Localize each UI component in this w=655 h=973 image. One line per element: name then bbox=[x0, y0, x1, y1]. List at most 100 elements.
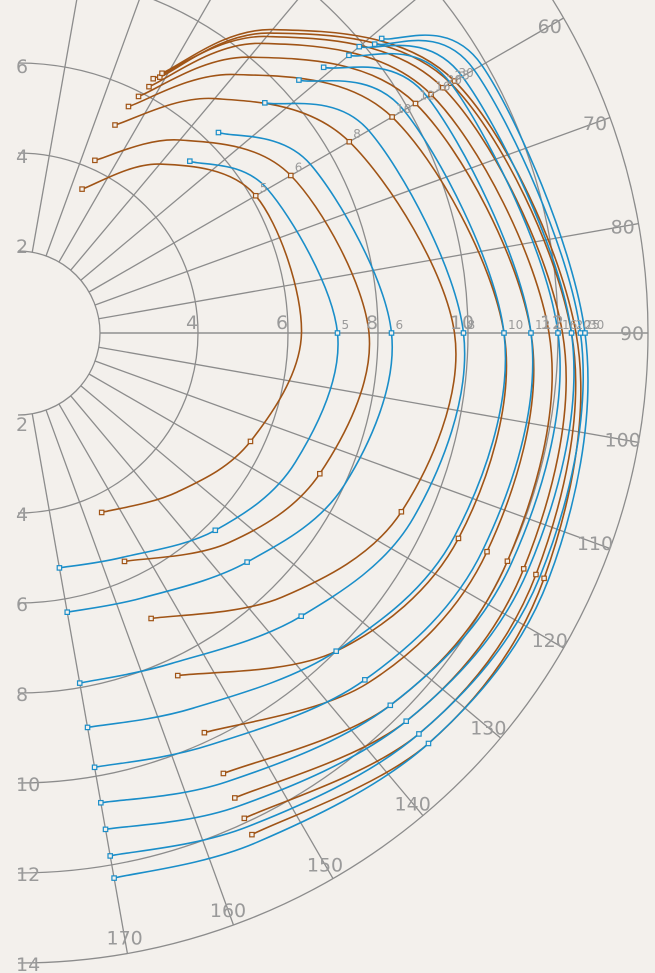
series-curve-16 bbox=[110, 39, 584, 857]
radial-tick-label-inner: 4 bbox=[186, 312, 198, 334]
radial-tick-label-upper: 2 bbox=[16, 236, 28, 258]
series-label: 6 bbox=[295, 161, 303, 175]
series-marker bbox=[135, 93, 142, 100]
series-curve-1 bbox=[94, 139, 371, 563]
series-marker bbox=[241, 815, 248, 822]
series-marker bbox=[212, 527, 219, 534]
series-marker bbox=[320, 64, 327, 71]
series-label: 6 bbox=[396, 318, 404, 332]
series-marker bbox=[356, 43, 363, 50]
series-label: 30 bbox=[458, 66, 473, 80]
series-marker bbox=[187, 158, 193, 164]
series-marker bbox=[159, 70, 165, 77]
series-marker bbox=[121, 558, 128, 565]
radial-tick-label-upper: 4 bbox=[16, 146, 28, 168]
series-marker bbox=[247, 438, 254, 445]
series-marker bbox=[150, 75, 157, 82]
series-marker bbox=[416, 731, 422, 737]
angle-tick-label: 90 bbox=[620, 323, 644, 345]
series-marker bbox=[111, 875, 117, 881]
series-marker bbox=[460, 330, 467, 336]
polar-grid bbox=[17, 0, 649, 964]
spoke-130 bbox=[80, 385, 502, 739]
series-curve-12 bbox=[87, 79, 507, 729]
spoke-60 bbox=[88, 17, 564, 293]
series-curve-14 bbox=[100, 52, 561, 804]
series-marker bbox=[533, 571, 539, 578]
angle-tick-label: 170 bbox=[106, 928, 142, 950]
series-marker bbox=[388, 330, 395, 336]
series-curve-0 bbox=[81, 163, 303, 514]
spoke-40 bbox=[70, 0, 299, 271]
series-marker bbox=[220, 770, 227, 777]
series-label: 10 bbox=[396, 102, 411, 116]
radial-tick-label-lower: 10 bbox=[16, 774, 40, 796]
series-marker bbox=[501, 330, 507, 336]
radial-tick-label-inner: 8 bbox=[366, 312, 378, 334]
series-marker bbox=[76, 680, 83, 686]
series-marker bbox=[428, 91, 434, 98]
series-curve-4 bbox=[138, 56, 535, 734]
angle-tick-label: 160 bbox=[210, 900, 246, 922]
series-marker bbox=[102, 826, 109, 833]
series-label: 20 bbox=[576, 318, 591, 332]
series-marker bbox=[371, 41, 378, 47]
series-marker bbox=[484, 548, 490, 555]
angle-tick-label: 100 bbox=[605, 430, 641, 452]
series-marker bbox=[541, 575, 547, 582]
series-marker bbox=[249, 831, 255, 838]
angle-tick-label: 110 bbox=[577, 533, 613, 555]
series-curve-17 bbox=[113, 34, 589, 879]
series-marker bbox=[346, 52, 352, 59]
series-marker bbox=[287, 172, 294, 179]
series-label: 20 bbox=[447, 73, 462, 87]
series-curve-13 bbox=[94, 66, 534, 769]
series-marker bbox=[387, 702, 394, 709]
spoke-70 bbox=[94, 116, 611, 306]
series-marker bbox=[252, 192, 259, 199]
series-marker bbox=[98, 799, 104, 806]
series-marker bbox=[262, 100, 268, 106]
series-curve-11 bbox=[79, 102, 466, 684]
radial-tick-label-inner: 6 bbox=[276, 312, 288, 334]
spoke-150 bbox=[58, 403, 334, 879]
series-marker bbox=[112, 122, 118, 128]
series-marker bbox=[146, 83, 152, 90]
series-label: 25 bbox=[585, 318, 600, 332]
series-label: 5 bbox=[342, 318, 350, 332]
series-marker bbox=[389, 114, 395, 120]
series-marker bbox=[334, 330, 341, 336]
angle-tick-label: 60 bbox=[538, 16, 562, 38]
series-curve-10 bbox=[67, 131, 394, 613]
spoke-120 bbox=[88, 373, 564, 649]
angle-tick-label: 120 bbox=[532, 630, 568, 652]
ring-4 bbox=[17, 0, 469, 784]
series-label: 5 bbox=[260, 181, 268, 195]
series-marker bbox=[91, 764, 98, 771]
series-label: 25 bbox=[455, 68, 470, 82]
series-marker bbox=[555, 330, 561, 336]
series-marker bbox=[346, 138, 353, 145]
ring-0 bbox=[17, 250, 101, 416]
spoke-160 bbox=[45, 409, 235, 926]
series-marker bbox=[455, 535, 462, 542]
series-marker bbox=[174, 672, 181, 679]
series-marker bbox=[92, 157, 98, 164]
radial-tick-label-lower: 4 bbox=[16, 504, 28, 526]
series-marker bbox=[504, 558, 511, 565]
series-marker bbox=[125, 103, 132, 110]
series-marker bbox=[232, 795, 238, 801]
label-layer: 1020304050607080901001101201301401501601… bbox=[16, 16, 644, 973]
series-marker bbox=[79, 186, 85, 192]
series-marker bbox=[317, 470, 323, 477]
series-marker bbox=[98, 509, 105, 516]
angle-tick-label: 140 bbox=[395, 793, 431, 815]
series-label: 16 bbox=[562, 318, 577, 332]
series-label: 12 bbox=[535, 318, 550, 332]
series-marker bbox=[425, 740, 432, 747]
series-curve-15 bbox=[105, 44, 575, 831]
radial-tick-label-upper: 6 bbox=[16, 56, 28, 78]
series-marker bbox=[439, 84, 446, 91]
series-marker bbox=[528, 330, 534, 336]
